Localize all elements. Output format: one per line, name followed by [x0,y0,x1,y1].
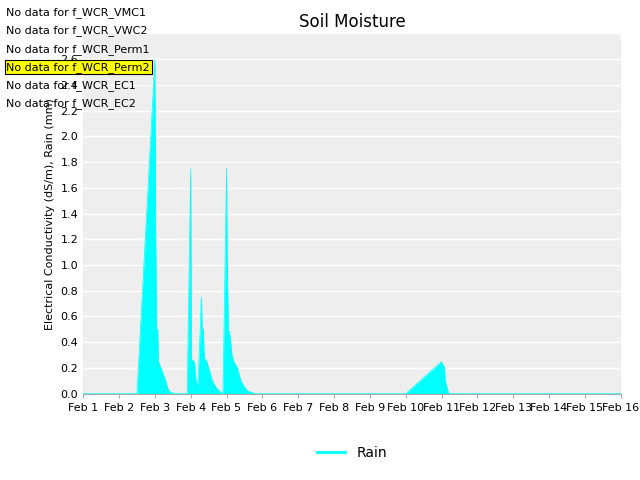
Title: Soil Moisture: Soil Moisture [299,12,405,31]
Text: No data for f_WCR_Perm2: No data for f_WCR_Perm2 [6,62,150,73]
Text: No data for f_WCR_EC1: No data for f_WCR_EC1 [6,80,136,91]
Text: No data for f_WCR_EC2: No data for f_WCR_EC2 [6,98,136,109]
Y-axis label: Electrical Conductivity (dS/m), Rain (mm): Electrical Conductivity (dS/m), Rain (mm… [45,97,55,330]
Text: No data for f_WCR_VWC2: No data for f_WCR_VWC2 [6,25,148,36]
Legend: Rain: Rain [312,441,392,466]
Text: No data for f_WCR_Perm1: No data for f_WCR_Perm1 [6,44,150,55]
Text: No data for f_WCR_VMC1: No data for f_WCR_VMC1 [6,7,147,18]
